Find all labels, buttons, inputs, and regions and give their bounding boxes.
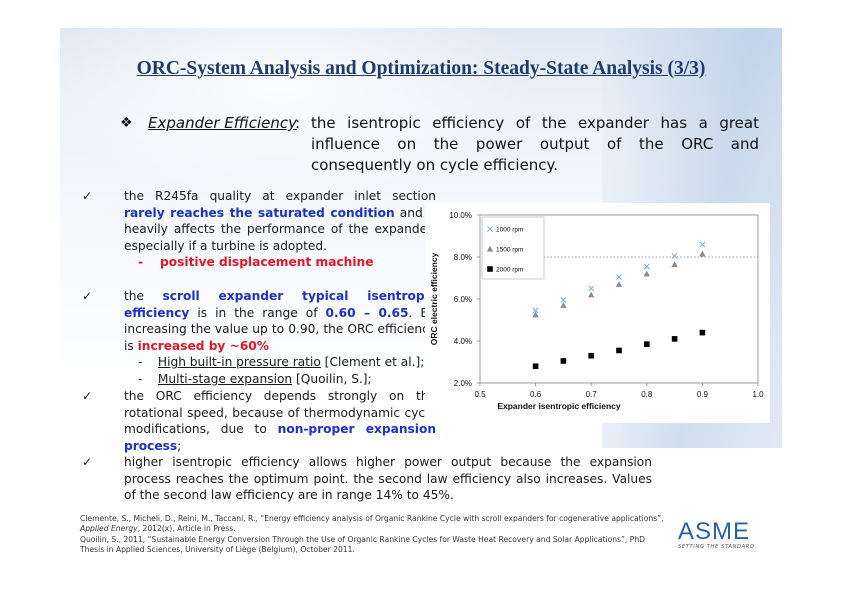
sub-item: - High built-in pressure ratio [Clement … xyxy=(138,355,425,369)
background-highlight xyxy=(60,28,540,198)
bullet-body: the ORC efficiency depends strongly on t… xyxy=(124,389,436,453)
data-point-x-stroke xyxy=(588,285,595,292)
data-point-triangle xyxy=(643,270,650,277)
data-point-square xyxy=(644,341,650,347)
y-axis-label: ORC electric efficiency xyxy=(429,252,439,345)
logo-text: ASME xyxy=(678,518,751,545)
data-point-square xyxy=(616,347,622,354)
checkmark-icon: ✓ xyxy=(82,455,93,469)
data-point-triangle xyxy=(615,281,623,287)
x-tick-label: 1.0 xyxy=(752,390,764,399)
data-point-x xyxy=(532,307,539,314)
legend-marker-x-stroke xyxy=(487,226,493,232)
reference-1: Clemente, S., Micheli, D., Reini, M., Ta… xyxy=(80,514,664,534)
data-point-x-stroke xyxy=(699,241,706,248)
legend-label: 2000 rpm xyxy=(496,267,523,274)
data-point-x xyxy=(616,273,622,280)
data-point-square xyxy=(588,352,594,359)
x-tick-label: 0.6 xyxy=(530,390,542,399)
asme-logo: ASME SETTING THE STANDARD xyxy=(678,518,760,558)
data-point-square xyxy=(532,363,539,369)
diamond-bullet-icon: ❖ xyxy=(120,115,133,131)
data-point-x-stroke xyxy=(560,297,567,304)
y-tick-label: 2.0% xyxy=(454,379,472,388)
slide: ORC-System Analysis and Optimization: St… xyxy=(60,28,782,566)
checkmark-icon: ✓ xyxy=(82,389,93,403)
data-point-x xyxy=(588,285,595,292)
data-point-triangle xyxy=(560,302,567,308)
logo-tagline: SETTING THE STANDARD xyxy=(678,544,755,550)
data-point-square xyxy=(671,336,678,342)
efficiency-chart: 2.0% 4.0% 6.0% 8.0% 10.0% 0.5 0.6 0.7 0.8 0.9 1.0 E… xyxy=(425,203,770,423)
reference-2: Quoilin, S., 2011, “Sustainable Energy C… xyxy=(80,534,645,555)
data-point-x xyxy=(560,297,567,304)
slide-title: ORC-System Analysis and Optimization: St… xyxy=(136,58,706,79)
references: Clemente, S., Micheli, D., Reini, M., Ta… xyxy=(80,514,670,556)
bullet-body: higher isentropic efficiency allows high… xyxy=(124,455,652,502)
checkmark-icon: ✓ xyxy=(82,189,93,203)
sub-item: - Multi-stage expansion [Quoilin, S.]; xyxy=(138,371,372,386)
data-point-x-stroke xyxy=(671,252,678,259)
data-point-triangle xyxy=(699,250,706,257)
data-point-x-stroke xyxy=(616,273,622,280)
legend-label: 1000 rpm xyxy=(496,227,523,234)
data-point-x xyxy=(699,241,706,248)
y-tick-label: 6.0% xyxy=(454,295,472,304)
legend-marker-x xyxy=(487,226,493,232)
x-tick-label: 0.7 xyxy=(586,390,598,399)
legend-marker-square xyxy=(487,266,493,272)
data-point-triangle xyxy=(588,291,595,298)
legend-label: 1500 rpm xyxy=(496,247,523,254)
bullet-body: the R245fa quality at expander inlet sec… xyxy=(124,189,436,269)
data-point-square xyxy=(560,358,567,364)
x-tick-label: 0.5 xyxy=(474,390,486,399)
data-point-triangle xyxy=(532,311,539,318)
legend-marker-triangle xyxy=(486,245,494,252)
data-point-x xyxy=(671,252,678,259)
lead-text: the isentropic efficiency of the expande… xyxy=(311,114,759,174)
x-axis-label: Expander isentropic efficiency xyxy=(497,401,621,411)
lead-term: Expander Efficiency xyxy=(148,114,298,132)
y-tick-label: 4.0% xyxy=(454,337,472,346)
sub-item: - positive displacement machine xyxy=(138,255,374,269)
y-tick-label: 10.0% xyxy=(449,211,472,220)
lead-colon: : xyxy=(295,114,301,132)
bullet-body: the scroll expander typical isentropic e… xyxy=(124,289,436,386)
data-point-square xyxy=(699,329,706,336)
y-tick-label: 8.0% xyxy=(454,253,472,262)
data-point-x xyxy=(643,263,650,270)
data-point-x-stroke xyxy=(643,263,650,270)
data-point-x-stroke xyxy=(532,307,539,314)
x-tick-label: 0.8 xyxy=(641,390,653,399)
x-tick-label: 0.9 xyxy=(697,390,709,399)
data-point-triangle xyxy=(671,261,678,267)
checkmark-icon: ✓ xyxy=(82,289,93,303)
